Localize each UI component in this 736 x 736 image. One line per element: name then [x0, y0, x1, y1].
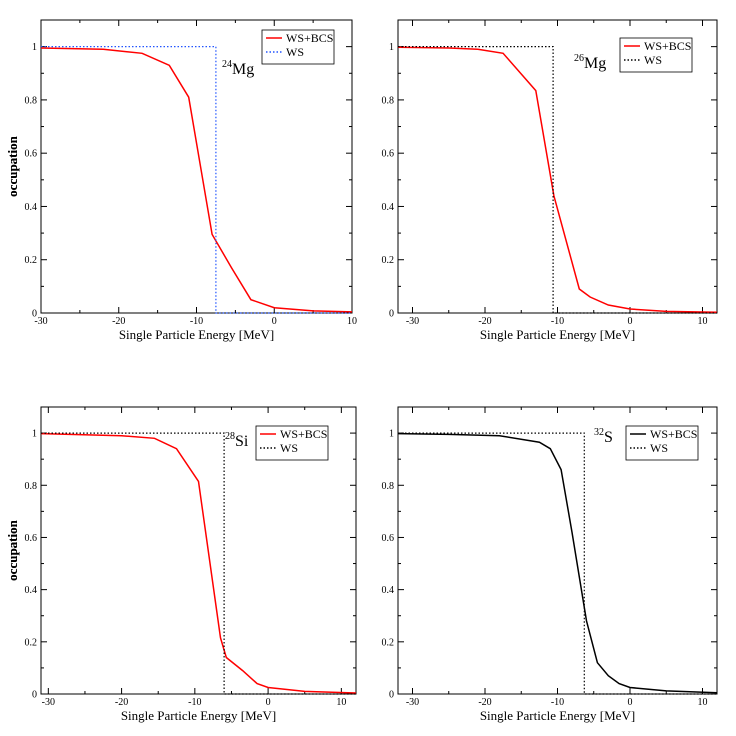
series-line-ws-bcs [397, 432, 718, 694]
y-tick-label: 0.6 [25, 149, 38, 160]
legend-label: WS [280, 441, 298, 455]
y-tick-label: 0.4 [382, 202, 395, 213]
nucleus-label: 28Si [225, 431, 249, 450]
nucleus-label: 24Mg [222, 59, 254, 78]
y-axis-title: occupation [5, 135, 20, 196]
mass-number: 26 [574, 53, 584, 64]
y-axis-title: occupation [5, 519, 20, 580]
legend-box [619, 37, 693, 73]
x-tick-label: -10 [188, 697, 201, 708]
x-tick-label: -30 [406, 316, 419, 327]
legend-label: WS [286, 45, 304, 59]
legend-box [261, 29, 335, 65]
y-tick-label: 0.6 [382, 533, 395, 544]
plot-frame [40, 406, 357, 695]
y-tick-label: 0.8 [25, 95, 38, 106]
element-symbol: Si [235, 433, 249, 450]
legend-label: WS+BCS [644, 39, 691, 53]
x-tick-label: -30 [34, 316, 47, 327]
y-tick-label: 0.2 [25, 255, 38, 266]
y-tick-label: 0.4 [25, 202, 38, 213]
y-tick-label: 1 [389, 42, 394, 53]
y-tick-label: 0.2 [25, 637, 38, 648]
series-line-ws-bcs [40, 432, 357, 694]
legend-box [255, 425, 329, 461]
y-tick-label: 0.8 [382, 481, 395, 492]
series-line-ws [398, 432, 717, 695]
x-tick-label: 10 [698, 697, 708, 708]
y-tick-label: 0 [389, 309, 394, 320]
y-tick-label: 0.2 [382, 255, 395, 266]
x-tick-label: 10 [698, 316, 708, 327]
series-line-ws [398, 45, 717, 314]
x-tick-label: -10 [551, 697, 564, 708]
y-tick-label: 0 [32, 309, 37, 320]
mass-number: 32 [594, 427, 604, 438]
legend-label: WS+BCS [650, 427, 697, 441]
x-axis-title: Single Particle Energy [MeV] [480, 708, 635, 723]
panel-28si: -30 -20 -10 0 10 0 0.2 0.4 0.6 0.8 1 Single Particl… [5, 406, 357, 723]
element-symbol: Mg [584, 55, 606, 72]
x-tick-label: -10 [190, 316, 203, 327]
y-tick-label: 0.6 [382, 149, 395, 160]
x-tick-label: -20 [478, 316, 491, 327]
panel-24mg: -30 -20 -10 0 10 0 0.2 0.4 0.6 0.8 1 Single Particl… [5, 19, 357, 342]
y-tick-label: 0.8 [25, 481, 38, 492]
x-tick-label: 10 [347, 316, 357, 327]
x-axis-title: Single Particle Energy [MeV] [121, 708, 276, 723]
x-tick-label: -20 [112, 316, 125, 327]
nucleus-label: 32S [594, 427, 613, 446]
x-tick-label: -30 [406, 697, 419, 708]
x-tick-label: -20 [115, 697, 128, 708]
y-tick-label: 0 [389, 690, 394, 701]
legend-box [625, 425, 699, 461]
series-line-ws [41, 45, 352, 314]
x-axis-title: Single Particle Energy [MeV] [119, 327, 274, 342]
y-tick-label: 0.6 [25, 533, 38, 544]
element-symbol: S [604, 429, 613, 446]
y-tick-label: 0.4 [25, 585, 38, 596]
y-tick-label: 1 [389, 429, 394, 440]
x-tick-label: 0 [628, 697, 633, 708]
y-tick-label: 0.2 [382, 637, 395, 648]
element-symbol: Mg [232, 61, 254, 78]
nucleus-label: 26Mg [574, 53, 606, 72]
mass-number: 28 [225, 431, 235, 442]
y-tick-label: 1 [32, 429, 37, 440]
y-tick-label: 0 [32, 690, 37, 701]
x-tick-label: 10 [336, 697, 346, 708]
y-axis-title: occupation [5, 519, 20, 580]
x-tick-label: 0 [272, 316, 277, 327]
legend-label: WS+BCS [280, 427, 327, 441]
y-tick-label: 0.8 [382, 95, 395, 106]
legend-label: WS [644, 53, 662, 67]
series-line-ws-bcs [40, 47, 353, 313]
y-axis-title: occupation [5, 135, 20, 196]
mass-number: 24 [222, 59, 232, 70]
x-axis-title: Single Particle Energy [MeV] [480, 327, 635, 342]
series-line-ws-bcs [397, 46, 718, 313]
x-tick-label: 0 [266, 697, 271, 708]
x-tick-label: 0 [628, 316, 633, 327]
x-tick-label: -20 [478, 697, 491, 708]
legend-label: WS [650, 441, 668, 455]
x-tick-label: -10 [551, 316, 564, 327]
x-tick-label: -30 [42, 697, 55, 708]
y-tick-label: 1 [32, 42, 37, 53]
legend-label: WS+BCS [286, 31, 333, 45]
series-line-ws [41, 432, 356, 695]
y-tick-label: 0.4 [382, 585, 395, 596]
